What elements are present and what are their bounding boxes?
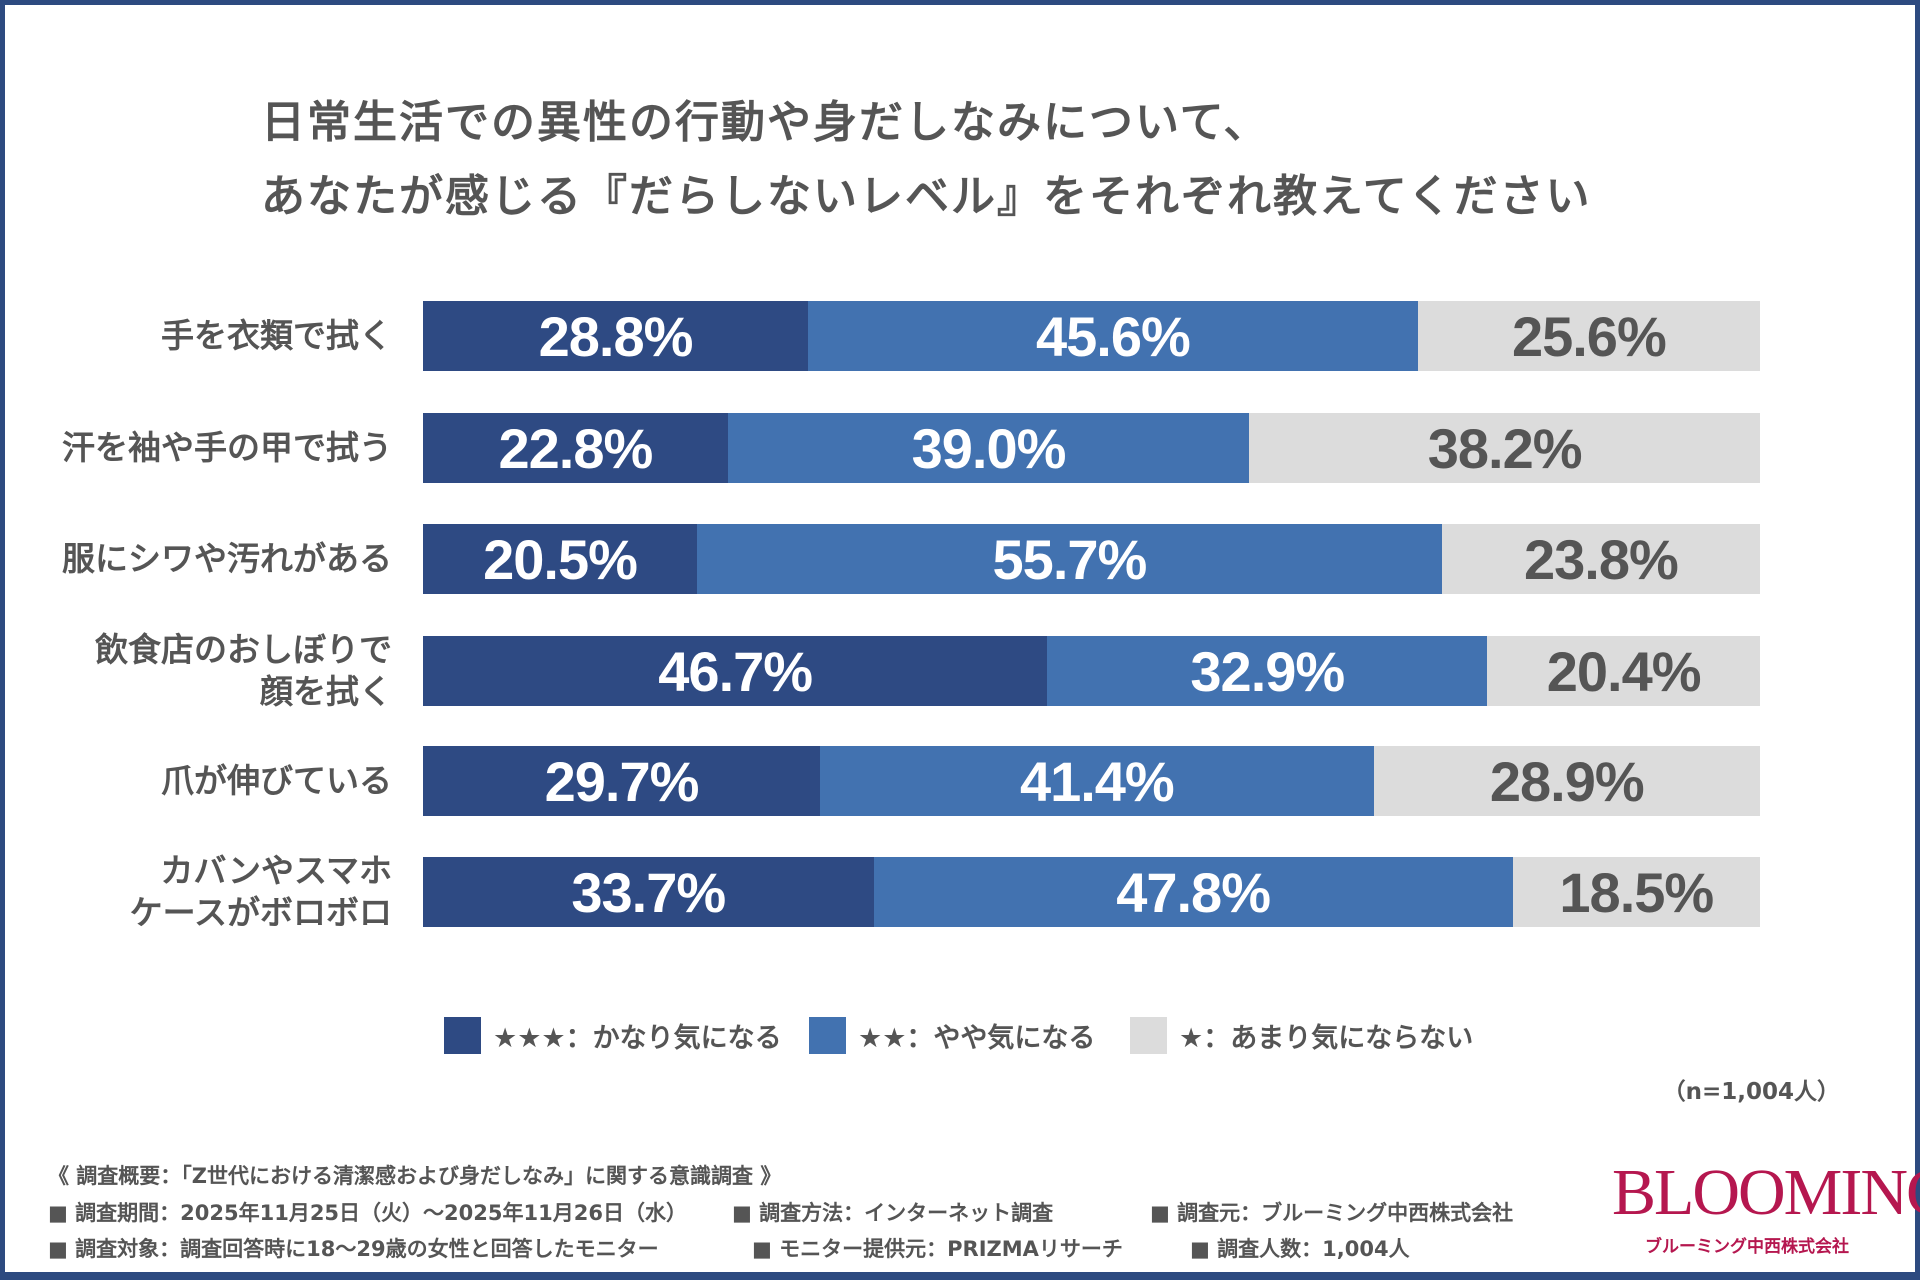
data-label: 20.4% (1546, 639, 1702, 703)
survey-method: ■ 調査方法：インターネット調査 (732, 1201, 1054, 1225)
bar-segment-3: 28.9% (1373, 746, 1760, 816)
survey-period: ■ 調査期間：2025年11月25日（火）～2025年11月26日（水） (48, 1201, 687, 1225)
data-label: 20.5% (483, 527, 638, 591)
data-label: 28.9% (1489, 749, 1645, 813)
survey-source: ■ 調査元：ブルーミング中西株式会社 (1150, 1201, 1514, 1225)
logo-subtitle: ブルーミング中西株式会社 (1645, 1237, 1849, 1257)
legend-item-1: ★★★：かなり気になる (444, 1016, 782, 1055)
category-label: 飲食店のおしぼりで 顔を拭く (95, 630, 392, 711)
data-label: 38.2% (1427, 416, 1583, 480)
bar-segment-1: 46.7% (423, 636, 1048, 706)
survey-target: ■ 調査対象：調査回答時に18～29歳の女性と回答したモニター (48, 1237, 659, 1261)
data-label: 23.8% (1523, 527, 1679, 591)
bar-segment-3: 25.6% (1417, 301, 1760, 371)
legend-swatch (444, 1017, 481, 1054)
bar-segment-2: 55.7% (697, 524, 1442, 594)
category-label: 服にシワや汚れがある (62, 539, 392, 578)
bar-segment-3: 23.8% (1441, 524, 1760, 594)
bar-segment-1: 22.8% (423, 413, 728, 483)
legend-item-3: ★：あまり気にならない (1130, 1016, 1473, 1055)
data-label: 25.6% (1511, 304, 1667, 368)
category-label: カバンやスマホ ケースがボロボロ (129, 851, 392, 932)
survey-provider: ■ モニター提供元：PRIZMAリサーチ (752, 1237, 1123, 1261)
sample-size-note: （n=1,004人） (1662, 1079, 1840, 1105)
legend-swatch (1130, 1017, 1167, 1054)
bar-segment-1: 33.7% (423, 857, 874, 927)
data-label: 22.8% (498, 416, 654, 480)
logo-wordmark: BLOOMING (1612, 1156, 1920, 1229)
bar-segment-1: 28.8% (423, 301, 809, 371)
data-label: 47.8% (1116, 860, 1271, 924)
legend-item-2: ★★：やや気になる (809, 1016, 1095, 1055)
survey-summary: 《 調査概要：「Z世代における清潔感および身だしなみ」に関する意識調査 》 (48, 1164, 782, 1188)
legend-label: ★★★：かなり気になる (493, 1023, 782, 1054)
blooming-logo: BLOOMING ブルーミング中西株式会社 (1612, 1156, 1920, 1258)
bar-segment-2: 45.6% (808, 301, 1418, 371)
stacked-bar-chart: 手を衣類で拭く 28.8% 45.6% 25.6% 汗を袖や手の甲で拭う 22.8% 39.… (62, 301, 1760, 932)
category-label: 爪が伸びている (161, 761, 392, 800)
data-label: 46.7% (658, 639, 813, 703)
category-label: 手を衣類で拭く (161, 316, 392, 355)
title-line-2: あなたが感じる『だらしないレベル』をそれぞれ教えてください (261, 171, 1592, 222)
bar-segment-1: 29.7% (423, 746, 821, 816)
survey-count: ■ 調査人数：1,004人 (1190, 1237, 1410, 1261)
bar-segment-2: 39.0% (727, 413, 1250, 483)
data-label: 41.4% (1019, 749, 1175, 813)
data-label: 29.7% (544, 749, 700, 813)
data-label: 45.6% (1035, 304, 1191, 368)
bar-segment-3: 38.2% (1249, 413, 1760, 483)
bar-segment-2: 47.8% (873, 857, 1513, 927)
data-label: 28.8% (538, 304, 694, 368)
bar-segment-1: 20.5% (423, 524, 698, 594)
data-label: 18.5% (1559, 860, 1714, 924)
legend-swatch (809, 1017, 846, 1054)
legend-label: ★：あまり気にならない (1179, 1023, 1474, 1054)
data-label: 39.0% (911, 416, 1067, 480)
legend-label: ★★：やや気になる (858, 1023, 1096, 1054)
data-label: 32.9% (1190, 639, 1345, 703)
title-line-1: 日常生活での異性の行動や身だしなみについて、 (261, 97, 1270, 148)
bar-segment-2: 32.9% (1047, 636, 1488, 706)
data-label: 33.7% (571, 860, 726, 924)
data-label: 55.7% (992, 527, 1148, 591)
category-label: 汗を袖や手の甲で拭う (62, 428, 392, 467)
bar-segment-3: 20.4% (1487, 636, 1760, 706)
bar-segment-2: 41.4% (820, 746, 1374, 816)
bar-segment-3: 18.5% (1512, 857, 1760, 927)
